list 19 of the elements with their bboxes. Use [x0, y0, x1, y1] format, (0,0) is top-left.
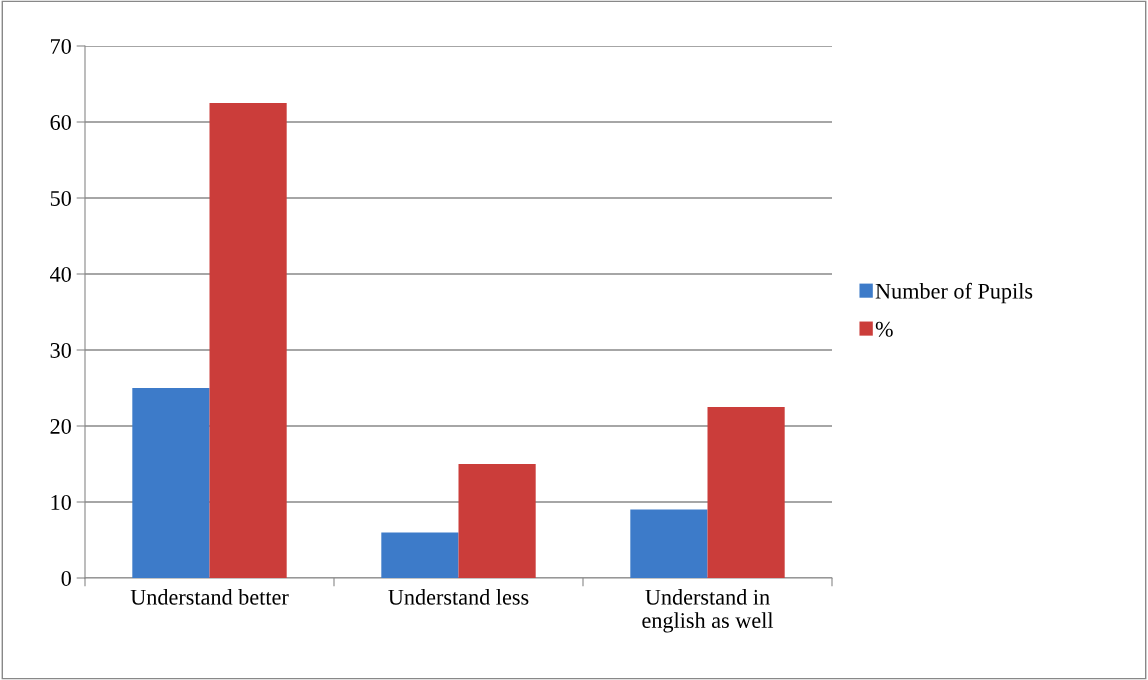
y-tick-label: 50 — [50, 190, 71, 206]
bar — [132, 388, 210, 578]
x-tick-label: Understand better — [130, 589, 289, 605]
bar — [707, 407, 785, 578]
legend-label: % — [875, 321, 893, 337]
y-tick-label: 40 — [50, 266, 71, 282]
y-tick-label: 70 — [51, 38, 71, 54]
bar — [458, 464, 536, 578]
y-tick-label: 20 — [50, 418, 71, 434]
y-tick-label: 30 — [50, 342, 71, 358]
legend-label: Number of Pupils — [875, 282, 1033, 304]
y-tick-label: 10 — [51, 494, 71, 510]
x-tick-label: Understand less — [388, 589, 529, 605]
y-tick-label: 60 — [50, 114, 71, 130]
x-tick-label: Understand in english as well — [642, 589, 774, 633]
bar — [630, 509, 708, 578]
y-tick-label: 0 — [61, 570, 71, 586]
bar — [381, 532, 459, 578]
bar — [209, 103, 287, 578]
